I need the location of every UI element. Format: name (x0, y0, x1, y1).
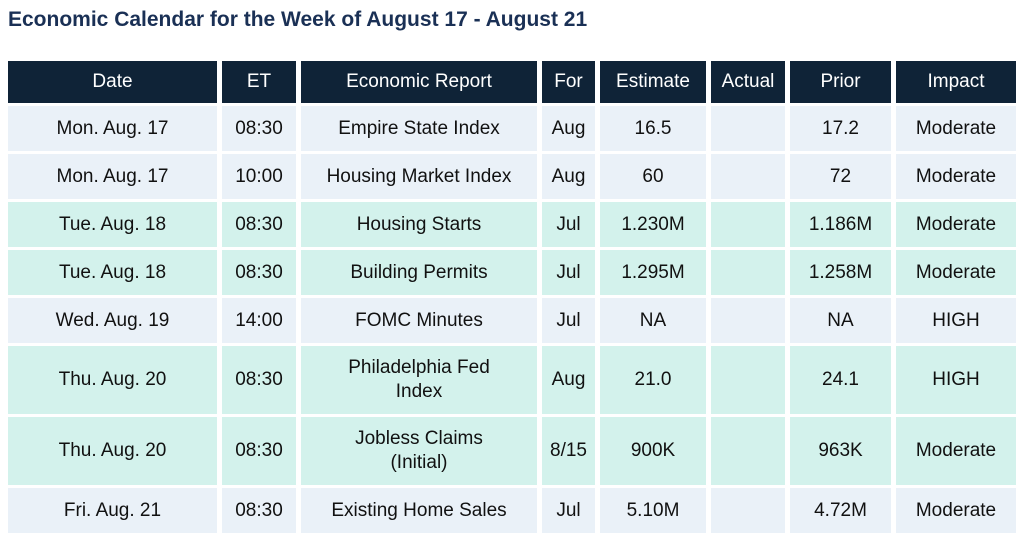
table-row: Mon. Aug. 17 08:30 Empire State Index Au… (8, 106, 1016, 151)
column-header-for: For (542, 61, 595, 103)
cell-impact: Moderate (896, 488, 1016, 533)
table-header-row: Date ET Economic Report For Estimate Act… (8, 61, 1016, 103)
cell-for: Aug (542, 346, 595, 414)
cell-report: Empire State Index (301, 106, 537, 151)
cell-prior: 1.258M (790, 250, 891, 295)
table-row: Thu. Aug. 20 08:30 Philadelphia Fed Inde… (8, 346, 1016, 414)
cell-date: Fri. Aug. 21 (8, 488, 217, 533)
page-title: Economic Calendar for the Week of August… (8, 8, 588, 31)
cell-actual (711, 250, 785, 295)
cell-et: 08:30 (222, 346, 296, 414)
table-row: Wed. Aug. 19 14:00 FOMC Minutes Jul NA N… (8, 298, 1016, 343)
cell-prior: 4.72M (790, 488, 891, 533)
cell-for: Aug (542, 106, 595, 151)
cell-date: Mon. Aug. 17 (8, 106, 217, 151)
column-header-report: Economic Report (301, 61, 537, 103)
cell-prior: 72 (790, 154, 891, 199)
cell-actual (711, 202, 785, 247)
cell-impact: Moderate (896, 250, 1016, 295)
cell-date: Mon. Aug. 17 (8, 154, 217, 199)
cell-et: 08:30 (222, 202, 296, 247)
cell-actual (711, 106, 785, 151)
cell-for: Jul (542, 298, 595, 343)
economic-calendar-table: Date ET Economic Report For Estimate Act… (3, 58, 1021, 536)
cell-estimate: 1.295M (600, 250, 706, 295)
cell-prior: 24.1 (790, 346, 891, 414)
cell-date: Wed. Aug. 19 (8, 298, 217, 343)
table-row: Fri. Aug. 21 08:30 Existing Home Sales J… (8, 488, 1016, 533)
cell-estimate: 16.5 (600, 106, 706, 151)
page: Economic Calendar for the Week of August… (3, 8, 1021, 536)
cell-et: 08:30 (222, 250, 296, 295)
cell-report: Housing Starts (301, 202, 537, 247)
cell-report: Housing Market Index (301, 154, 537, 199)
cell-prior: 17.2 (790, 106, 891, 151)
cell-actual (711, 488, 785, 533)
cell-for: Jul (542, 202, 595, 247)
cell-date: Tue. Aug. 18 (8, 202, 217, 247)
cell-estimate: 5.10M (600, 488, 706, 533)
cell-estimate: NA (600, 298, 706, 343)
cell-prior: NA (790, 298, 891, 343)
cell-date: Thu. Aug. 20 (8, 346, 217, 414)
column-header-actual: Actual (711, 61, 785, 103)
cell-report: FOMC Minutes (301, 298, 537, 343)
cell-report: Existing Home Sales (301, 488, 537, 533)
cell-prior: 1.186M (790, 202, 891, 247)
cell-estimate: 1.230M (600, 202, 706, 247)
cell-report: Philadelphia Fed Index (301, 346, 537, 414)
cell-actual (711, 417, 785, 485)
column-header-prior: Prior (790, 61, 891, 103)
cell-impact: HIGH (896, 346, 1016, 414)
cell-prior: 963K (790, 417, 891, 485)
cell-impact: Moderate (896, 106, 1016, 151)
cell-et: 14:00 (222, 298, 296, 343)
cell-for: 8/15 (542, 417, 595, 485)
column-header-date: Date (8, 61, 217, 103)
cell-estimate: 900K (600, 417, 706, 485)
table-row: Mon. Aug. 17 10:00 Housing Market Index … (8, 154, 1016, 199)
column-header-et: ET (222, 61, 296, 103)
cell-for: Aug (542, 154, 595, 199)
cell-actual (711, 154, 785, 199)
cell-et: 08:30 (222, 417, 296, 485)
cell-et: 08:30 (222, 488, 296, 533)
table-row: Tue. Aug. 18 08:30 Building Permits Jul … (8, 250, 1016, 295)
cell-report: Building Permits (301, 250, 537, 295)
cell-impact: Moderate (896, 417, 1016, 485)
cell-date: Thu. Aug. 20 (8, 417, 217, 485)
cell-report: Jobless Claims (Initial) (301, 417, 537, 485)
cell-actual (711, 346, 785, 414)
table-row: Thu. Aug. 20 08:30 Jobless Claims (Initi… (8, 417, 1016, 485)
column-header-estimate: Estimate (600, 61, 706, 103)
cell-estimate: 60 (600, 154, 706, 199)
cell-for: Jul (542, 488, 595, 533)
cell-et: 08:30 (222, 106, 296, 151)
cell-et: 10:00 (222, 154, 296, 199)
table-row: Tue. Aug. 18 08:30 Housing Starts Jul 1.… (8, 202, 1016, 247)
cell-impact: Moderate (896, 154, 1016, 199)
cell-date: Tue. Aug. 18 (8, 250, 217, 295)
cell-for: Jul (542, 250, 595, 295)
cell-estimate: 21.0 (600, 346, 706, 414)
cell-impact: Moderate (896, 202, 1016, 247)
cell-actual (711, 298, 785, 343)
column-header-impact: Impact (896, 61, 1016, 103)
cell-impact: HIGH (896, 298, 1016, 343)
